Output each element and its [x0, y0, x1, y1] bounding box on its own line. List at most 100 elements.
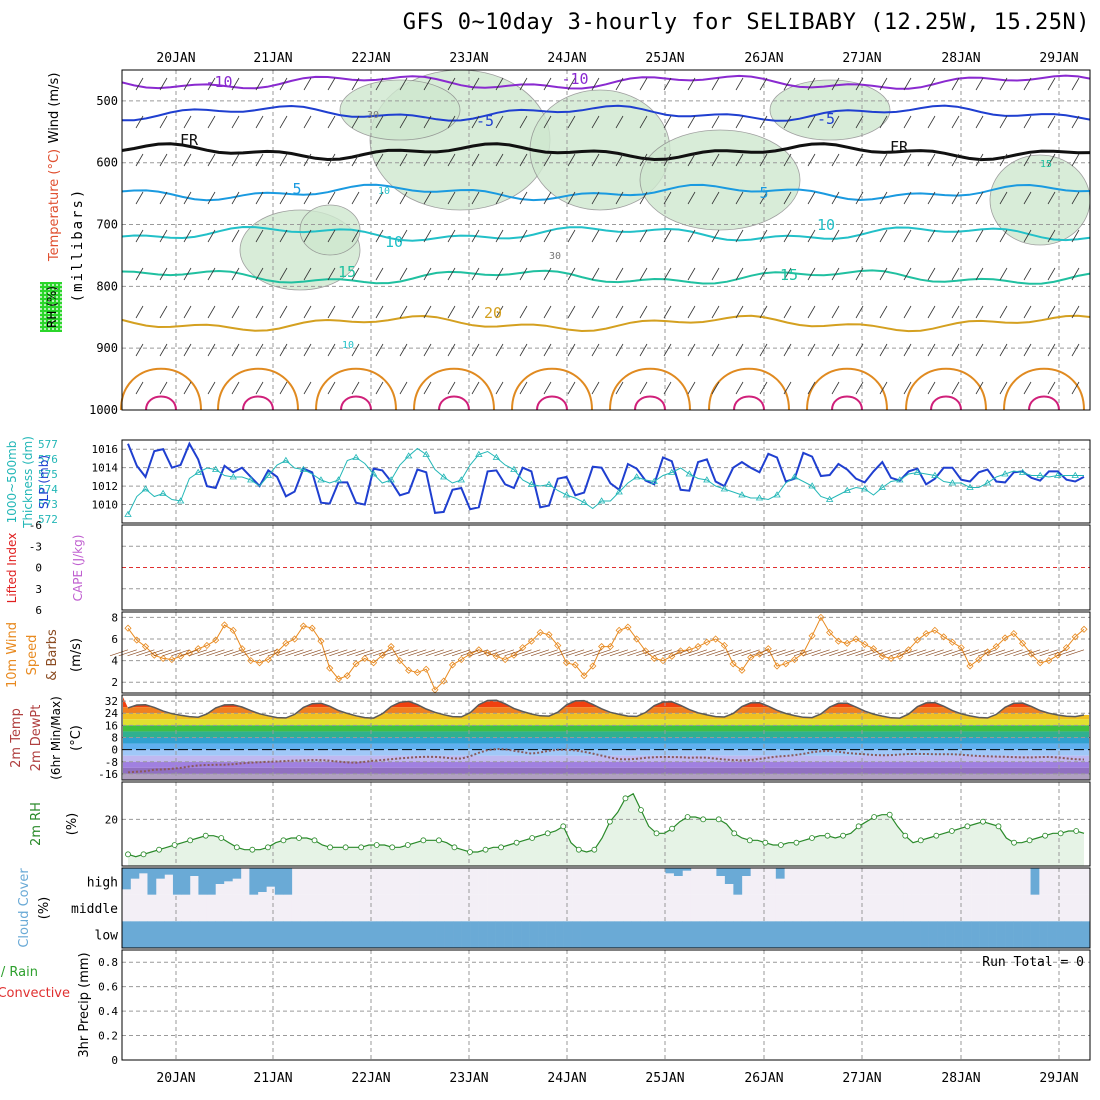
wind-speed-marker [317, 637, 325, 645]
cloud-bar [181, 921, 191, 948]
wind-barb [159, 267, 168, 281]
wind-barb-10m [232, 649, 251, 657]
cloud-cell-bg [826, 868, 836, 895]
wind-barb [591, 267, 600, 281]
axis-label-temp-unit: (°C) [69, 725, 84, 751]
wind-barb [471, 153, 480, 167]
wind-barb-10m [373, 649, 392, 657]
wind-speed-marker [1062, 644, 1071, 652]
wind-barb-10m [495, 649, 515, 657]
wind-barb [1047, 381, 1056, 395]
rh-marker [995, 823, 1002, 830]
wind-barb-10m [1048, 649, 1067, 657]
cloud-cell-bg [597, 894, 607, 922]
rh-marker [948, 828, 955, 834]
wind-barb-10m [829, 649, 848, 657]
surface-temp-contour [511, 367, 593, 411]
wind-speed-marker [413, 668, 421, 677]
surface-temp-contour [120, 367, 202, 411]
wind-barb [615, 191, 624, 205]
wind-barb [879, 381, 888, 395]
cloud-cell-bg [903, 868, 912, 895]
cloud-cell-bg [291, 868, 301, 895]
surface-temp-contour [806, 367, 888, 411]
contour-label: 10 [817, 216, 835, 234]
wind-barb [567, 77, 576, 91]
wind-speed-marker [361, 654, 369, 663]
cloud-cell-bg [894, 868, 904, 895]
cloud-bar [767, 921, 777, 948]
rh-marker [824, 832, 831, 839]
wind-barb [879, 77, 888, 91]
wind-speed-marker [703, 638, 711, 646]
cloud-cell-bg [835, 868, 845, 895]
wind-barb [807, 381, 816, 395]
cloud-bar [198, 868, 208, 895]
wind-barb [543, 115, 552, 129]
wind-barb [855, 191, 864, 205]
wind-barb [951, 229, 960, 243]
cloud-level-label: high [87, 875, 118, 890]
cloud-cell-bg [1030, 894, 1040, 922]
wind-barb [447, 381, 456, 395]
cloud-cell-bg [342, 894, 352, 922]
wind-barb-10m [820, 649, 839, 657]
thickness-marker [861, 485, 869, 492]
cloud-bar [215, 921, 225, 948]
wind-barb-10m [723, 649, 743, 657]
wind-barb [423, 267, 432, 281]
wind-barb [879, 305, 888, 319]
wind-barb [375, 153, 384, 167]
cloud-cell-bg [546, 894, 556, 922]
y-tick-label: 0 [111, 1054, 118, 1067]
cloud-cell-bg [1056, 868, 1065, 895]
cloud-cell-bg [886, 868, 896, 895]
rh-marker [420, 837, 427, 844]
wind-barb [879, 115, 888, 129]
wind-barb [255, 381, 264, 395]
date-label-top: 20JAN [156, 51, 195, 66]
wind-barb [831, 77, 840, 91]
cloud-cell-bg [818, 868, 828, 895]
rh-marker [265, 844, 271, 851]
surface-temp-contour-hot [733, 395, 765, 411]
wind-barb [735, 267, 744, 281]
cloud-bar [809, 921, 819, 948]
cloud-bar [826, 921, 836, 948]
wind-barb [303, 229, 312, 243]
axis-label-lifted-index: Lifted Index [5, 533, 19, 604]
wind-barb [1047, 343, 1056, 357]
thickness-marker [843, 486, 851, 493]
cloud-bar [385, 921, 395, 948]
cloud-bar [495, 921, 505, 948]
cloud-bar [648, 921, 658, 948]
wind-barb [591, 229, 600, 243]
wind-barb-10m [513, 649, 532, 657]
cloud-cell-bg [563, 894, 573, 922]
cloud-bar [597, 921, 607, 948]
wind-barb [927, 381, 936, 395]
cloud-cell-bg [291, 894, 301, 922]
wind-barb [255, 343, 264, 357]
wind-speed-marker [1001, 634, 1009, 642]
wind-barb [783, 115, 792, 129]
y-tick-label-thickness: 572 [38, 513, 58, 526]
wind-barb [279, 115, 288, 129]
wind-barb [231, 153, 240, 167]
wind-barb [759, 153, 768, 167]
wind-barb [903, 191, 912, 205]
wind-barb [975, 381, 984, 395]
cloud-bar [257, 868, 267, 892]
cloud-bar [172, 868, 182, 895]
cloud-bar [656, 921, 666, 948]
wind-barb-10m [530, 649, 550, 657]
cloud-cell-bg [843, 894, 853, 922]
cloud-bar [1013, 921, 1023, 948]
cloud-bar [198, 921, 208, 948]
wind-barb [303, 153, 312, 167]
wind-barb [399, 381, 408, 395]
wind-barb-10m [223, 649, 243, 657]
wind-speed-marker [782, 660, 790, 668]
wind-barb [135, 305, 144, 319]
wind-barb [159, 343, 168, 357]
